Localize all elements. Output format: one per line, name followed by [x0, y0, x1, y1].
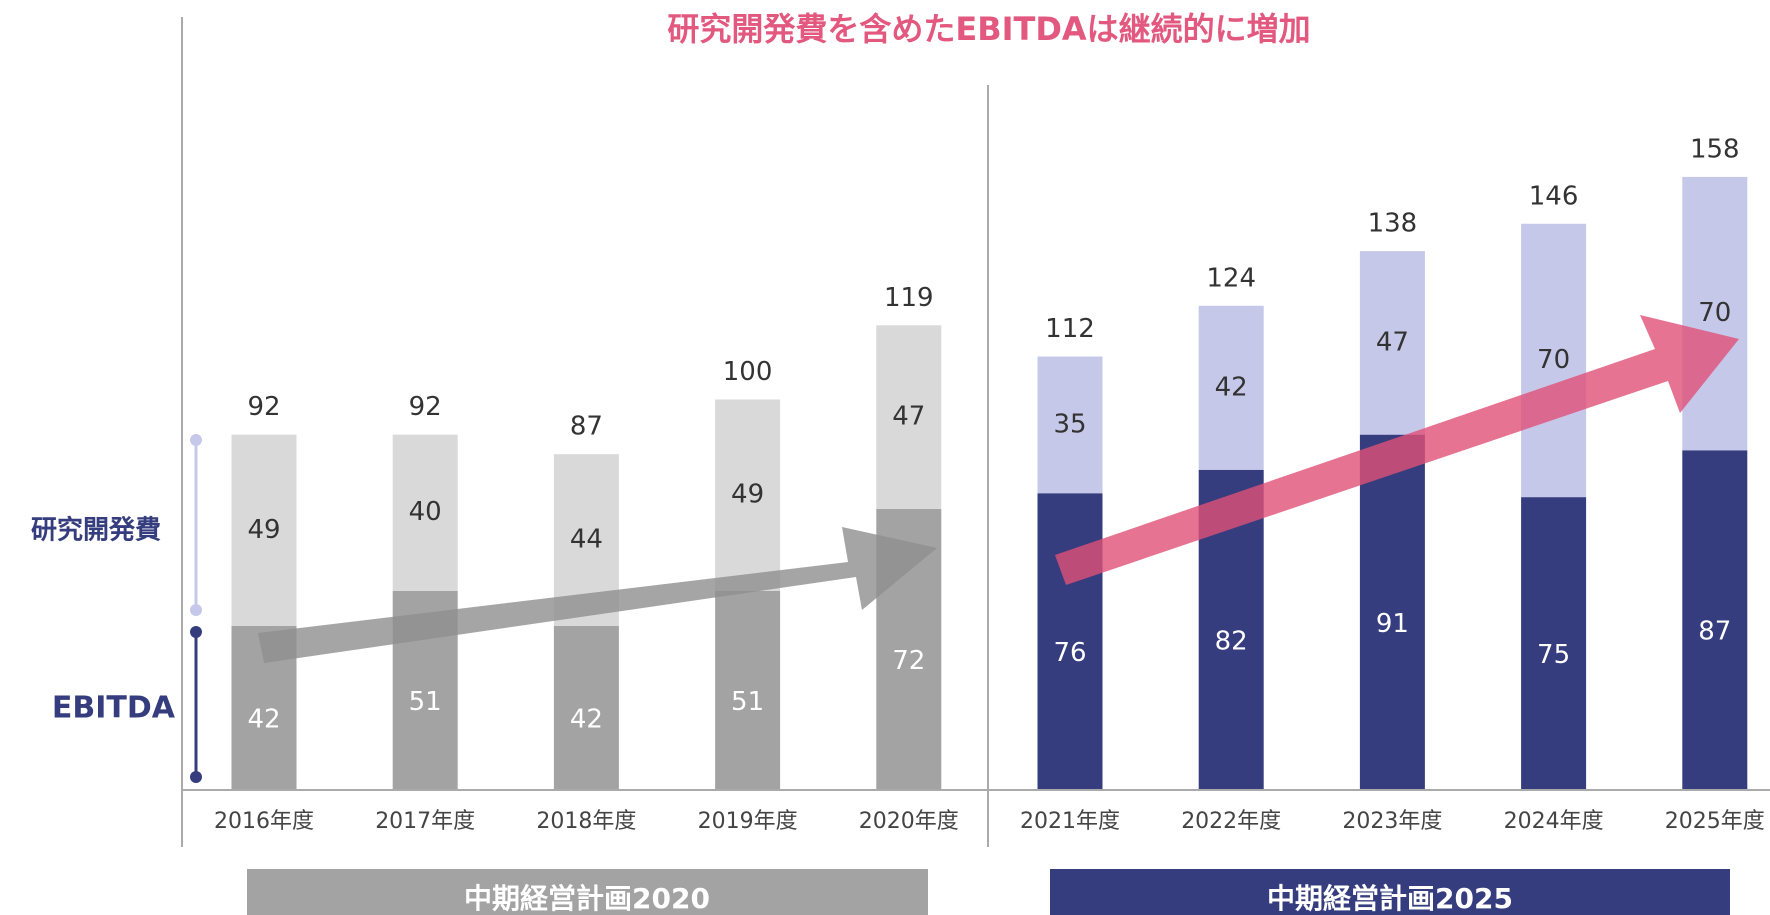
- x-tick-label: 2022年度: [1181, 809, 1281, 834]
- total-label: 112: [1045, 314, 1095, 344]
- total-label: 100: [723, 357, 773, 387]
- bar-segment: [553, 625, 619, 790]
- value-label: 72: [892, 646, 925, 676]
- x-tick-label: 2021年度: [1020, 809, 1120, 834]
- legend-dot: [190, 771, 202, 783]
- chart-title: 研究開発費を含めたEBITDAは継続的に増加: [667, 10, 1310, 48]
- x-tick-label: 2024年度: [1504, 809, 1604, 834]
- bar-segment: [1521, 497, 1587, 790]
- bar-segment: [715, 399, 781, 591]
- total-label: 124: [1206, 263, 1256, 293]
- bar-segment: [231, 434, 297, 626]
- trend-arrow: [1055, 315, 1739, 585]
- legend-dot: [190, 626, 202, 638]
- bar-segment: [876, 325, 942, 509]
- value-label: 47: [1376, 327, 1409, 357]
- period-label: 中期経営計画2020: [464, 882, 710, 915]
- x-tick-label: 2018年度: [536, 809, 636, 834]
- value-label: 75: [1537, 640, 1570, 670]
- legend-dot: [190, 434, 202, 446]
- value-label: 70: [1698, 298, 1731, 328]
- bar-segment: [392, 434, 458, 591]
- value-label: 42: [247, 704, 280, 734]
- total-label: 92: [247, 392, 280, 422]
- bar-segment: [1198, 305, 1264, 470]
- value-label: 87: [1698, 617, 1731, 647]
- value-label: 51: [731, 687, 764, 717]
- x-tick-label: 2020年度: [859, 809, 959, 834]
- trend-arrow: [258, 527, 937, 663]
- bar-segment: [1037, 356, 1103, 494]
- bar-segment: [1521, 223, 1587, 498]
- value-label: 40: [409, 497, 442, 527]
- bar-segment: [715, 590, 781, 790]
- value-label: 82: [1215, 626, 1248, 656]
- period-label: 中期経営計画2025: [1267, 882, 1513, 915]
- total-label: 138: [1368, 209, 1418, 239]
- x-tick-label: 2025年度: [1665, 809, 1765, 834]
- x-tick-label: 2016年度: [214, 809, 314, 834]
- value-label: 91: [1376, 609, 1409, 639]
- bar-segment: [1359, 434, 1425, 790]
- bar-segment: [1682, 176, 1748, 451]
- legend-label: 研究開発費: [31, 515, 161, 546]
- period-box: [1050, 869, 1730, 915]
- x-tick-label: 2019年度: [698, 809, 798, 834]
- legend-label: EBITDA: [52, 691, 176, 726]
- total-label: 92: [409, 392, 442, 422]
- x-tick-label: 2017年度: [375, 809, 475, 834]
- value-label: 70: [1537, 345, 1570, 375]
- value-label: 44: [570, 525, 603, 555]
- total-label: 119: [884, 283, 934, 313]
- value-label: 49: [731, 480, 764, 510]
- bar-segment: [1359, 251, 1425, 435]
- value-label: 47: [892, 402, 925, 432]
- x-tick-label: 2023年度: [1342, 809, 1442, 834]
- bar-segment: [1682, 450, 1748, 790]
- value-label: 35: [1053, 409, 1086, 439]
- period-box: [247, 869, 928, 915]
- value-label: 51: [409, 687, 442, 717]
- legend-dot: [190, 604, 202, 616]
- total-label: 146: [1529, 181, 1579, 211]
- value-label: 42: [570, 704, 603, 734]
- total-label: 87: [570, 412, 603, 442]
- value-label: 76: [1053, 638, 1086, 668]
- total-label: 158: [1690, 134, 1740, 164]
- value-label: 42: [1215, 372, 1248, 402]
- value-label: 49: [247, 515, 280, 545]
